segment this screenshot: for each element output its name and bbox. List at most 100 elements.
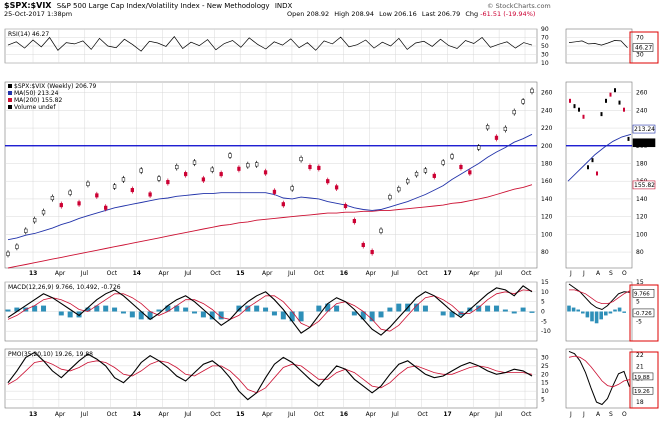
macd-histogram-bar xyxy=(440,311,446,316)
x-tick-label-bottom: Apr xyxy=(55,411,66,418)
candle-body xyxy=(317,165,321,170)
candle-body xyxy=(485,125,490,130)
x-tick-label-bottom: Apr xyxy=(262,411,273,418)
zoom-candle xyxy=(573,104,576,109)
zoom-rsi-line xyxy=(568,40,628,48)
macd-histogram-bar xyxy=(218,311,224,320)
rsi-y-tick-label: 50 xyxy=(541,43,549,50)
candle-body xyxy=(148,192,152,197)
zoom-candle xyxy=(623,107,625,112)
candle-body xyxy=(201,177,206,182)
macd-histogram-bar xyxy=(369,311,375,322)
macd-histogram-bar xyxy=(476,305,482,312)
zoom-x-tick-label: J xyxy=(582,270,585,277)
price-y-tick-label: 140 xyxy=(541,196,553,203)
candle-body xyxy=(228,153,232,158)
price-value-tag-text: 213.24 xyxy=(634,126,655,133)
candle-body xyxy=(308,165,312,170)
x-tick-label-bottom: Jul xyxy=(494,411,503,418)
macd-histogram-bar xyxy=(112,307,118,312)
zoom-candle xyxy=(609,92,612,97)
macd-histogram-bar xyxy=(94,305,100,312)
x-tick-label: 13 xyxy=(29,270,37,277)
candle-body xyxy=(183,172,188,177)
x-tick-label: Jul xyxy=(287,270,296,277)
macd-histogram-bar xyxy=(289,311,295,322)
candle-body xyxy=(432,173,436,178)
candle-body xyxy=(15,244,19,249)
x-tick-label: Jul xyxy=(494,270,503,277)
rsi-highlight-box xyxy=(629,31,659,64)
zoom-macd-histogram-bar xyxy=(617,307,622,312)
candle-body xyxy=(121,177,126,182)
x-tick-label-bottom: 13 xyxy=(29,411,37,418)
zoom-candle xyxy=(600,112,603,117)
panel-frame-price xyxy=(4,81,538,269)
legend-swatch xyxy=(8,98,12,102)
pmo-value-tag xyxy=(632,372,654,381)
zoom-macd-histogram-bar xyxy=(594,311,599,324)
zoom-price-y-tick: 120 xyxy=(636,214,648,221)
macd-histogram-bar xyxy=(316,305,322,312)
candle-body xyxy=(255,162,259,167)
price-y-tick-label: 240 xyxy=(541,107,553,114)
macd-histogram-bar xyxy=(120,311,126,314)
candle-body xyxy=(86,181,90,186)
candle-body xyxy=(6,251,10,256)
candle-body xyxy=(423,168,428,173)
x-tick-label: Oct xyxy=(314,270,325,277)
price-y-tick-label: 180 xyxy=(541,160,553,167)
candle-body xyxy=(237,166,241,171)
price-y-tick-label: 100 xyxy=(541,231,553,238)
macd-histogram-bar xyxy=(129,311,135,318)
x-tick-label: Apr xyxy=(158,270,169,277)
candle-body xyxy=(192,160,197,165)
price-y-tick-label: 120 xyxy=(541,214,553,221)
x-tick-label: Oct xyxy=(107,270,118,277)
macd-line xyxy=(7,285,533,336)
macd-histogram-bar xyxy=(396,303,402,312)
macd-histogram-bar xyxy=(41,305,47,312)
macd-histogram-bar xyxy=(14,307,20,312)
zoom-price-y-tick: 180 xyxy=(636,160,648,167)
candle-body xyxy=(299,157,303,162)
price-legend-entry: Volume undef xyxy=(14,104,56,111)
x-tick-label-bottom: Oct xyxy=(521,411,532,418)
x-tick-label-bottom: Jul xyxy=(391,411,400,418)
price-value-tag xyxy=(632,180,656,190)
candle-body xyxy=(379,228,383,233)
zoom-macd-signal xyxy=(569,289,630,305)
zoom-pmo-line xyxy=(568,350,630,406)
rsi-y-tick-label: 90 xyxy=(541,26,549,33)
zoom-x-tick-label: S xyxy=(609,270,613,277)
macd-histogram-bar xyxy=(493,305,499,312)
candle-body xyxy=(406,179,410,184)
zoom-x-tick-label-bottom: J xyxy=(582,411,585,418)
macd-value-tag-text: -0.726 xyxy=(634,311,652,317)
zoom-macd-histogram-bar xyxy=(581,311,585,314)
zoom-frame-pmo xyxy=(565,348,633,409)
x-tick-label: 14 xyxy=(133,270,141,277)
candle-body xyxy=(388,195,392,200)
macd-histogram-bar xyxy=(485,305,491,312)
macd-histogram-bar xyxy=(67,311,73,318)
macd-histogram-bar xyxy=(298,311,304,322)
x-tick-label-bottom: Apr xyxy=(366,411,377,418)
macd-histogram-bar xyxy=(174,305,180,312)
candle-body xyxy=(175,165,179,170)
pmo-y-tick-label: 30 xyxy=(541,354,549,361)
x-tick-label-bottom: Apr xyxy=(469,411,480,418)
pmo-value-tag-text: 19.26 xyxy=(634,389,650,395)
candle-body xyxy=(130,188,134,193)
macd-y-tick-label: 5 xyxy=(541,299,545,306)
zoom-price-y-tick: 100 xyxy=(636,231,648,238)
rsi-y-tick-label: 30 xyxy=(541,52,549,59)
x-tick-label: Jul xyxy=(183,270,192,277)
x-tick-label-bottom: Oct xyxy=(314,411,325,418)
candle-body xyxy=(290,186,294,191)
candle-body xyxy=(77,201,81,206)
legend-swatch xyxy=(8,84,12,88)
zoom-pmo-y-tick: 18 xyxy=(636,399,644,406)
x-tick-label-bottom: 14 xyxy=(133,411,141,418)
